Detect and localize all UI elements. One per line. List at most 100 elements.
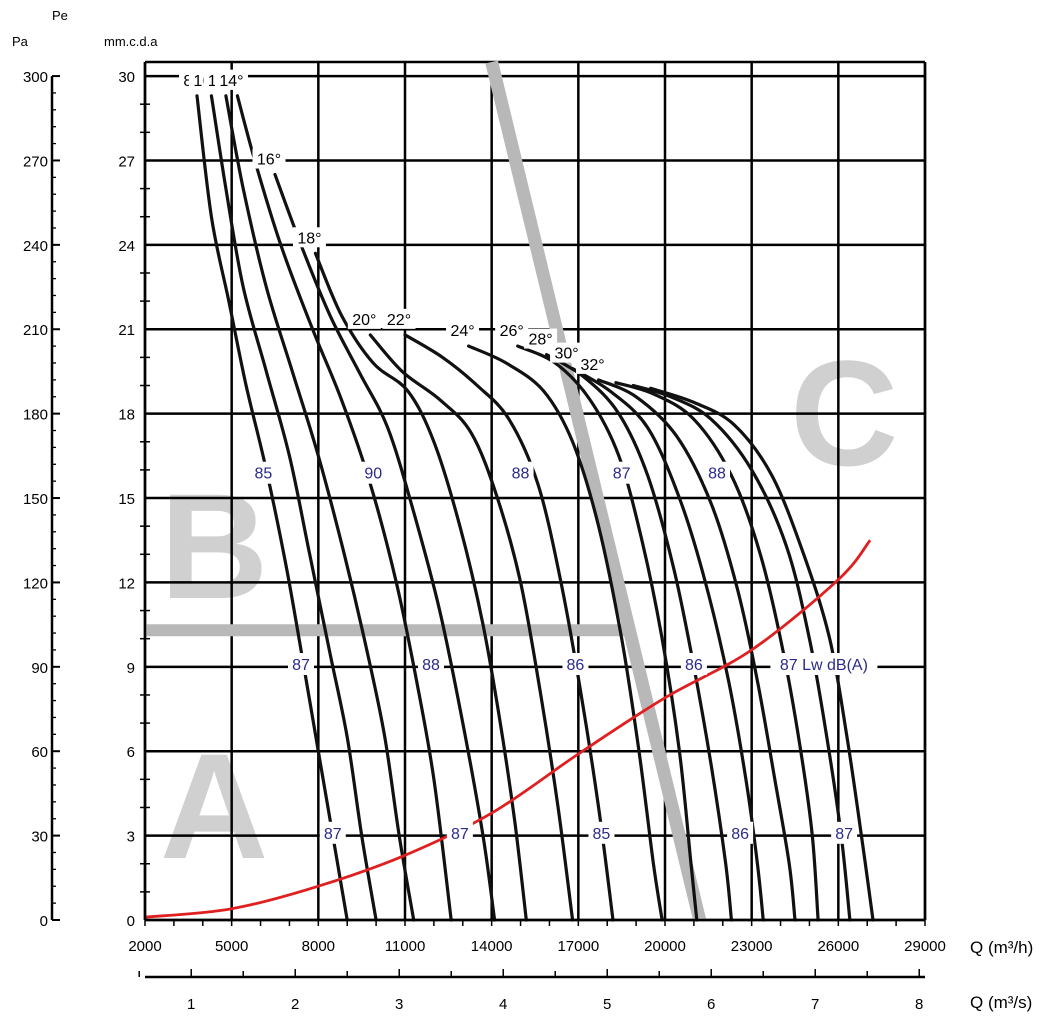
noise-label: 87 (835, 826, 853, 843)
flow-h-tick-label: 8000 (302, 938, 335, 955)
pa-tick-label: 210 (23, 322, 48, 339)
flow-h-tick-label: 2000 (128, 938, 161, 955)
flow-s-tick-label: 6 (707, 996, 715, 1013)
angle-label-bg (292, 227, 326, 248)
angle-label-bg (550, 342, 584, 363)
pa-unit-label: Pa (12, 34, 29, 49)
zone-label-b: B (160, 462, 268, 630)
noise-label-bg (288, 653, 314, 676)
flow-h-tick-label: 29000 (904, 938, 946, 955)
zone-label-a: A (160, 722, 268, 890)
pa-tick-label: 180 (23, 407, 48, 424)
noise-label-bg (319, 821, 346, 844)
angle-label: 28° (528, 332, 552, 349)
angle-curve-line (545, 353, 733, 922)
noise-labels: 85 90 88 87 88 87 88 86 86 87 Lw dB(A) 87 87 85 86 87 (250, 461, 878, 844)
mm-tick-label: 30 (118, 69, 135, 86)
angle-label-bg (252, 148, 286, 169)
noise-label-bg (770, 653, 878, 676)
system-curve-line (144, 539, 872, 919)
noise-label: 86 (731, 826, 749, 843)
noise-label-bg (588, 821, 615, 844)
noise-label-bg (250, 461, 277, 484)
angle-label: 14° (219, 73, 243, 90)
angle-labels: 8°10°12°14°16°18°20°22°24°26°28°30°32° (179, 69, 610, 374)
angle-curve-line (209, 94, 378, 922)
mm-tick-label: 0 (127, 913, 135, 930)
noise-label-bg (446, 821, 473, 844)
flow-s-tick-label: 8 (915, 996, 923, 1013)
noise-label: 87 (292, 657, 310, 674)
flow-s-tick-label: 7 (811, 996, 819, 1013)
angle-curve-line (467, 344, 664, 922)
flow-h-tick-label: 23000 (731, 938, 773, 955)
noise-label: 88 (512, 466, 530, 483)
pa-tick-label: 150 (23, 491, 48, 508)
pa-tick-label: 300 (23, 69, 48, 86)
pa-tick-label: 60 (31, 744, 48, 761)
angle-label: 20° (352, 312, 376, 329)
zone-boundary-diagonal (485, 60, 706, 922)
flow-h-tick-label: 20000 (644, 938, 686, 955)
noise-label: 88 (708, 466, 726, 483)
pe-unit-label: Pe (52, 8, 68, 23)
flow-s-tick-label: 1 (187, 996, 195, 1013)
angle-curve-line (195, 94, 349, 922)
noise-label: 85 (593, 826, 611, 843)
angle-curve-line (631, 383, 852, 922)
noise-label-bg (680, 653, 707, 676)
angle-curve-line (516, 344, 699, 922)
noise-label-bg (562, 653, 589, 676)
flow-h-tick-label: 26000 (817, 938, 859, 955)
pa-tick-label: 0 (40, 913, 48, 930)
angle-curve-line (224, 94, 416, 922)
angle-curve-line (273, 172, 497, 922)
angle-curve-line (368, 333, 575, 922)
noise-label: 90 (364, 466, 382, 483)
mm-tick-label: 24 (118, 238, 135, 255)
noise-label: 85 (255, 466, 273, 483)
flow-h-axis-title: Q (m³/h) (970, 938, 1033, 957)
angle-curve-line (403, 333, 615, 922)
pa-tick-label: 270 (23, 153, 48, 170)
noise-label: 86 (567, 657, 585, 674)
mm-tick-label: 18 (118, 407, 135, 424)
angle-label-bg (382, 308, 416, 329)
angle-curves (195, 94, 875, 922)
angle-curve-line (235, 94, 453, 922)
angle-curve-line (649, 386, 875, 922)
angle-label: 16° (257, 152, 281, 169)
flow-h-tick-label: 17000 (557, 938, 599, 955)
angle-label-bg (446, 320, 480, 341)
mm-tick-label: 15 (118, 491, 135, 508)
mm-tick-label: 9 (127, 660, 135, 677)
noise-label: 87 (451, 826, 469, 843)
noise-label-bg (507, 461, 534, 484)
noise-label-bg (727, 821, 754, 844)
noise-label: 87 Lw dB(A) (780, 657, 868, 674)
flow-h-tick-label: 5000 (215, 938, 248, 955)
noise-label-bg (360, 461, 387, 484)
angle-label: 26° (500, 323, 524, 340)
angle-curve-line (597, 378, 797, 922)
mm-tick-label: 27 (118, 153, 135, 170)
noise-label: 87 (324, 826, 342, 843)
angle-label: 30° (554, 346, 578, 363)
pa-tick-label: 30 (31, 829, 48, 846)
pa-tick-label: 90 (31, 660, 48, 677)
flow-s-tick-label: 5 (603, 996, 611, 1013)
noise-label: 86 (685, 657, 703, 674)
flow-h-tick-label: 14000 (471, 938, 513, 955)
flow-s-tick-label: 3 (395, 996, 403, 1013)
angle-label: 22° (387, 312, 411, 329)
mm-tick-label: 6 (127, 744, 135, 761)
mm-tick-label: 3 (127, 829, 135, 846)
axes: 0306090120150180210240270300036912151821… (23, 62, 946, 1013)
angle-curve-line (614, 381, 820, 922)
system-curve-group (144, 539, 872, 919)
flow-s-tick-label: 4 (499, 996, 507, 1013)
zone-boundaries (145, 60, 706, 922)
angle-label-bg (495, 320, 529, 341)
angle-curve-line (313, 251, 528, 922)
